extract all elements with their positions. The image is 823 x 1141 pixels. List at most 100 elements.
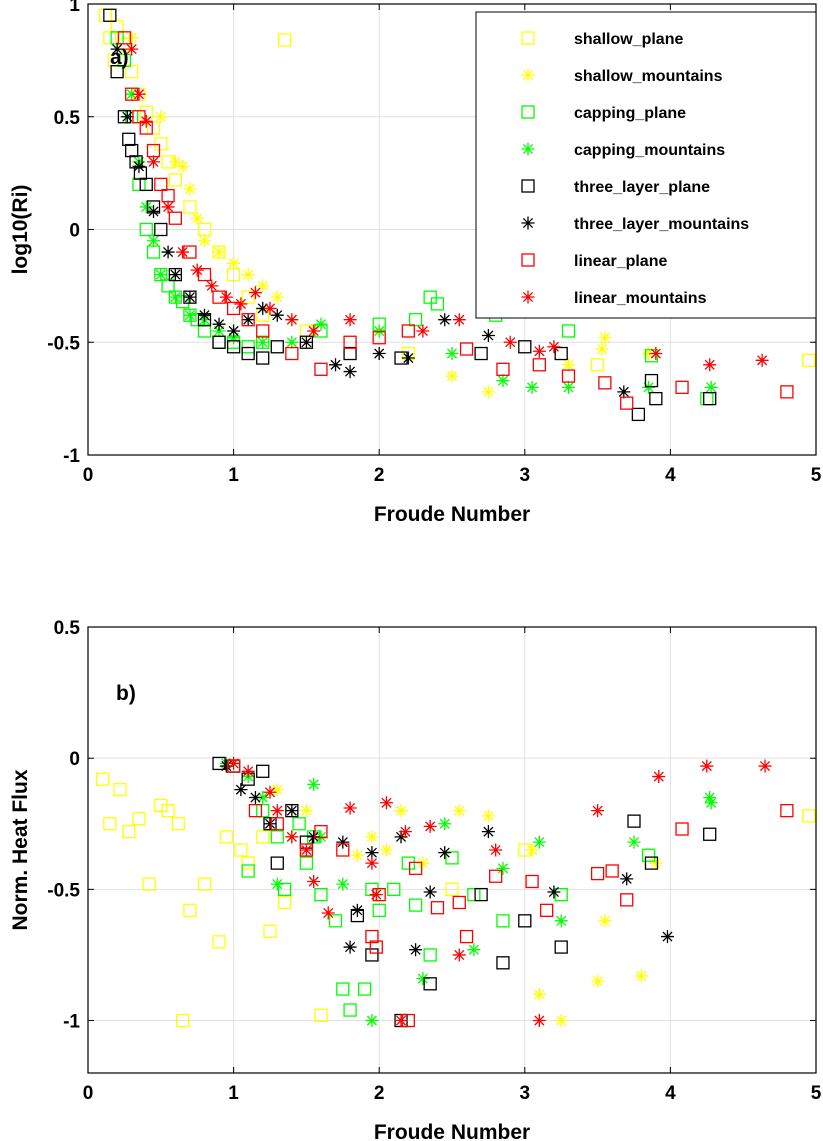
point-star [147,234,161,248]
point-square [154,222,168,237]
x-tick-label: 3 [520,465,531,486]
point-square [561,324,576,338]
point-square [408,861,423,876]
point-star [307,830,321,844]
point-star [234,783,248,797]
point-square [103,817,117,831]
point-square [234,843,248,857]
point-star [620,872,634,886]
point-square [423,948,437,962]
point-star [212,324,226,338]
x-tick-label: 0 [83,465,94,486]
y-tick-label: 0.5 [54,108,81,129]
point-square [219,830,233,844]
point-square [122,824,136,839]
point-square [445,882,459,897]
point-star [154,110,168,124]
point-star [299,843,313,857]
point-square [401,324,415,338]
point-star [401,351,415,365]
point-square [605,864,619,878]
point-star [205,279,219,293]
point-star [642,380,656,394]
point-star [139,200,153,214]
point-square [401,856,415,870]
point-star [445,347,459,361]
legend-marker-star [521,290,535,304]
point-star [660,930,674,944]
point-square [372,903,386,917]
point-square [430,297,445,311]
chart-panel-b: 0 1 2 3 4 5 -1 -0.5 0 0.5 Froude Number Norm. Heat … [9,618,822,1141]
point-square [168,173,183,187]
series-shallow-mountains [270,783,663,1028]
point-star [595,342,609,356]
point-star [307,324,321,338]
x-tick-label: 3 [520,1083,531,1104]
point-star [372,324,386,338]
point-star [598,331,612,345]
point-square [518,914,532,928]
point-square [154,177,168,192]
point-square [183,200,197,214]
point-square [248,803,263,818]
point-star [547,340,561,354]
point-square [343,1003,357,1017]
point-square [277,895,292,910]
legend-marker-square [521,105,535,119]
point-star [110,42,124,56]
point-star [314,317,328,331]
point-star [704,380,718,394]
point-square [314,824,328,839]
point-star [350,848,364,862]
point-star [409,943,423,957]
point-star [256,791,270,805]
x-tick-label: 4 [665,1083,676,1104]
point-star [329,358,343,372]
data-points [95,756,816,1028]
legend-label: capping_mountains [574,142,725,159]
x-tick-label: 2 [374,465,385,486]
point-square [146,245,161,259]
point-star [350,903,364,917]
point-star [154,268,168,282]
point-star [452,804,466,818]
point-star [161,200,175,214]
point-star [503,335,517,349]
point-square [241,856,255,870]
point-square [161,803,175,818]
point-star [212,245,226,259]
point-square [474,346,488,361]
point-square [175,1013,190,1028]
point-star [343,313,357,327]
point-star [481,385,495,399]
point-star [168,268,182,282]
legend-label: capping_plane [574,105,686,122]
point-star [481,328,495,342]
point-star [219,759,233,773]
point-square [197,877,212,891]
point-star [703,791,717,805]
point-square [226,340,241,354]
point-square [445,851,459,865]
point-star [445,369,459,383]
point-square [343,335,357,349]
point-square [532,358,547,372]
series-linear-plane [117,31,794,410]
point-star [554,914,568,928]
point-square [336,843,350,857]
point-square [183,903,197,917]
point-square [175,295,190,309]
point-star [227,331,241,345]
point-star [755,353,769,367]
y-tick-label: -1 [63,1012,80,1033]
point-star [525,843,539,857]
point-star [394,804,408,818]
point-star [147,155,161,169]
point-square [256,830,270,844]
point-square [154,137,168,151]
legend-label: linear_mountains [574,290,707,307]
point-square [292,817,306,831]
point-square [212,935,226,949]
point-square [644,373,659,388]
